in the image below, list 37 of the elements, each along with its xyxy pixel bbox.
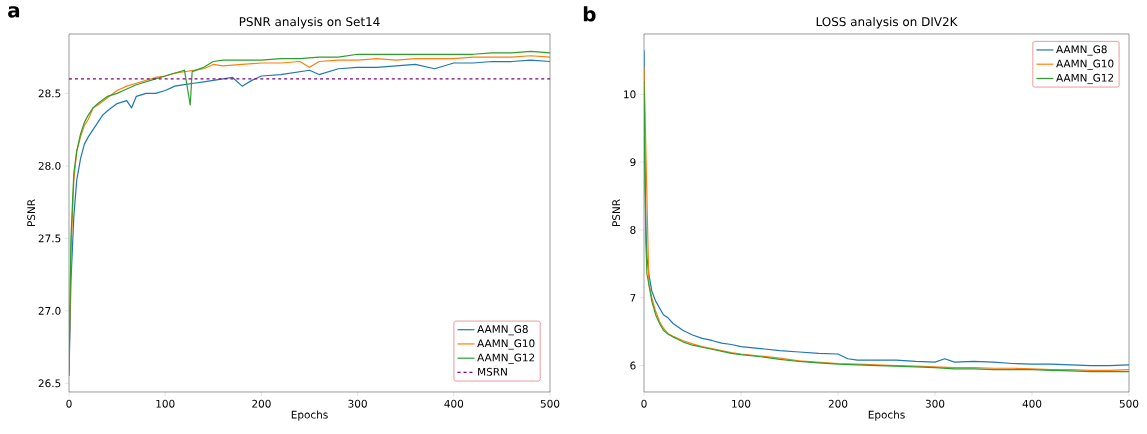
x-tick-label: 400 xyxy=(1022,399,1042,408)
y-tick-label: 28.5 xyxy=(38,89,61,98)
x-tick-label: 0 xyxy=(641,399,647,408)
y-tick-label: 9 xyxy=(630,158,636,167)
y-axis-title: PSNR xyxy=(612,199,621,226)
y-tick-label: 8 xyxy=(630,225,636,234)
x-axis-title: Epochs xyxy=(868,410,905,421)
x-axis-title: Epochs xyxy=(291,410,328,421)
x-tick-label: 500 xyxy=(1119,399,1139,408)
legend-label: AAMN_G10 xyxy=(477,339,535,350)
y-tick-label: 27.5 xyxy=(38,234,61,243)
chart-title: LOSS analysis on DIV2K xyxy=(816,16,958,29)
x-tick-label: 300 xyxy=(925,399,945,408)
y-tick-label: 6 xyxy=(630,361,636,370)
legend-label: AAMN_G12 xyxy=(477,353,535,364)
x-tick-label: 100 xyxy=(156,399,175,408)
text: b xyxy=(583,6,596,22)
y-tick-label: 26.5 xyxy=(38,379,61,388)
y-tick-label: 10 xyxy=(624,90,636,99)
x-tick-label: 0 xyxy=(66,399,72,408)
x-tick-label: 200 xyxy=(252,399,271,408)
x-tick-label: 100 xyxy=(732,399,751,408)
y-tick-label: 27.0 xyxy=(38,306,61,315)
y-tick-label: 7 xyxy=(630,293,636,302)
legend-label: AAMN_G10 xyxy=(1056,59,1114,70)
y-tick-label: 28.0 xyxy=(38,161,61,170)
y-axis-title: PSNR xyxy=(27,199,36,226)
chart-title: PSNR analysis on Set14 xyxy=(239,16,380,29)
legend-label: MSRN xyxy=(478,367,507,376)
legend-label: AAMN_G12 xyxy=(1056,73,1114,85)
x-tick-label: 300 xyxy=(348,399,367,408)
text: a xyxy=(8,6,20,18)
legend-label: AAMN_G8 xyxy=(477,325,528,336)
legend-label: AAMN_G8 xyxy=(1056,45,1107,56)
x-tick-label: 400 xyxy=(444,399,464,408)
x-tick-label: 200 xyxy=(828,399,848,408)
x-tick-label: 500 xyxy=(540,399,560,408)
